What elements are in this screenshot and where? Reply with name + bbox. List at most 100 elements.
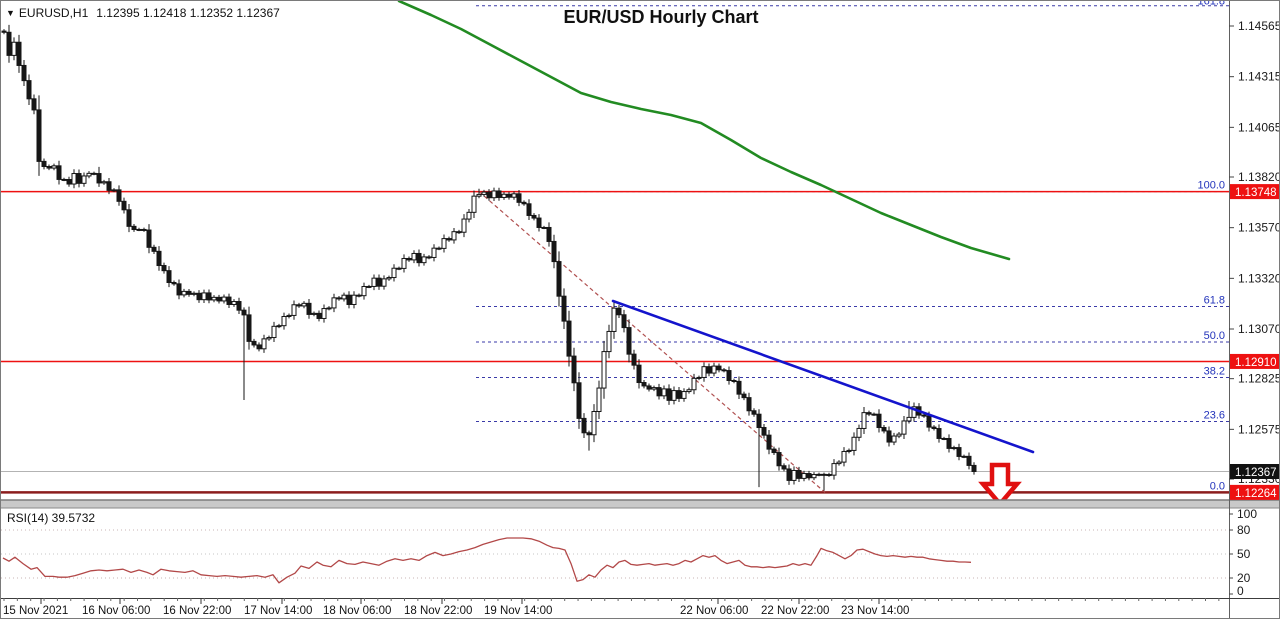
fib-label-61.8: 61.8: [1204, 295, 1225, 307]
bull-candle: [596, 387, 602, 413]
bear-candle: [641, 382, 647, 387]
bear-candle: [41, 160, 47, 167]
bear-candle: [921, 414, 927, 417]
price-flag-label: 1.12367: [1235, 467, 1277, 479]
bull-candle: [601, 351, 607, 389]
bull-candle: [906, 416, 912, 422]
bear-candle: [496, 190, 502, 198]
down-arrow[interactable]: [978, 462, 1022, 508]
bull-candle: [696, 376, 702, 379]
price-tick-label: 1.14565: [1238, 19, 1280, 33]
bull-candle: [411, 252, 417, 261]
bear-candle: [531, 214, 537, 219]
rsi-tick-label: 0: [1237, 584, 1244, 598]
bear-candle: [536, 217, 542, 228]
price-flag-label: 1.12264: [1235, 488, 1277, 500]
bull-candle: [281, 315, 287, 327]
bear-candle: [631, 353, 637, 366]
bull-candle: [691, 377, 697, 391]
bear-candle: [566, 320, 572, 357]
rsi-pane: [1, 529, 1229, 584]
bull-candle: [51, 165, 57, 169]
bull-candle: [466, 211, 472, 220]
fib-retracement[interactable]: [476, 5, 1229, 493]
bear-candle: [551, 240, 557, 263]
bear-candle: [946, 437, 952, 449]
bear-candle: [621, 314, 627, 329]
time-label: 15 Nov 2021: [3, 605, 68, 617]
trendline[interactable]: [611, 299, 1035, 454]
bull-candle: [391, 267, 397, 279]
bull-candle: [201, 292, 207, 301]
symbol-ohlc-line: ▼ EURUSD,H1 1.12395 1.12418 1.12352 1.1236…: [6, 6, 280, 20]
chart-title: EUR/USD Hourly Chart: [563, 7, 759, 27]
price-tick-label: 1.13570: [1238, 221, 1280, 235]
fib-label-38.2: 38.2: [1204, 365, 1225, 377]
bull-candle: [801, 473, 807, 479]
pane-separator[interactable]: [1, 500, 1280, 508]
time-label: 16 Nov 22:00: [163, 605, 231, 617]
bull-candle: [361, 286, 367, 297]
bear-candle: [106, 181, 112, 191]
bear-candle: [826, 474, 832, 477]
moving-average-line[interactable]: [397, 1, 1011, 261]
bull-candle: [491, 190, 497, 199]
bear-candle: [821, 473, 827, 476]
bear-candle: [426, 256, 432, 259]
bull-candle: [671, 390, 677, 401]
bear-candle: [31, 98, 37, 111]
bear-candle: [186, 290, 192, 295]
bear-candle: [726, 370, 732, 381]
bear-candle: [741, 393, 747, 399]
bull-candle: [136, 228, 142, 231]
bull-candle: [476, 193, 482, 197]
bear-candle: [306, 302, 312, 315]
bear-candle: [21, 64, 27, 82]
bear-candle: [316, 312, 322, 319]
bull-candle: [846, 449, 852, 452]
bear-candle: [626, 327, 632, 355]
bear-candle: [586, 432, 592, 436]
bear-candle: [796, 469, 802, 479]
bull-candle: [71, 173, 77, 185]
bull-candle: [11, 41, 17, 56]
time-label: 23 Nov 14:00: [841, 605, 909, 617]
horizontal-lines[interactable]: [1, 190, 1229, 494]
bear-candle: [91, 172, 97, 175]
bear-candle: [66, 179, 72, 185]
bear-candle: [406, 257, 412, 261]
bear-candle: [786, 468, 792, 481]
bear-candle: [36, 109, 42, 162]
bear-candle: [166, 270, 172, 283]
bear-candle: [866, 412, 872, 415]
bear-candle: [161, 265, 167, 272]
bull-candle: [371, 277, 377, 287]
time-label: 19 Nov 14:00: [484, 605, 552, 617]
bull-candle: [591, 411, 597, 436]
symbol-label: EURUSD,H1: [18, 6, 89, 20]
rsi-line[interactable]: [2, 537, 972, 584]
bear-candle: [881, 427, 887, 432]
price-axis[interactable]: 1.14565 1.14315 1.14065 1.13820 1.13570 1.133…: [1197, 1, 1280, 619]
bear-candle: [346, 294, 352, 305]
bull-candle: [481, 191, 487, 195]
price-flag: [1230, 353, 1279, 369]
price-flag: [1230, 464, 1279, 480]
time-axis[interactable]: 15 Nov 2021 16 Nov 06:00 16 Nov 22:00 17 No…: [1, 598, 1280, 617]
bear-candle: [636, 364, 642, 384]
rsi-tick-label: 20: [1237, 571, 1251, 585]
bear-candle: [876, 413, 882, 429]
ohlc-values: 1.12395 1.12418 1.12352 1.12367: [96, 6, 280, 20]
bear-candle: [546, 226, 552, 242]
bear-candle: [526, 203, 532, 216]
bear-candle: [151, 246, 157, 252]
bear-candle: [146, 229, 152, 248]
bear-candle: [16, 41, 22, 66]
bear-candle: [116, 189, 122, 202]
bull-candle: [81, 175, 87, 184]
bear-candle: [706, 366, 712, 374]
bull-candle: [221, 296, 227, 302]
bull-candle: [291, 304, 297, 316]
bear-candle: [416, 252, 422, 264]
